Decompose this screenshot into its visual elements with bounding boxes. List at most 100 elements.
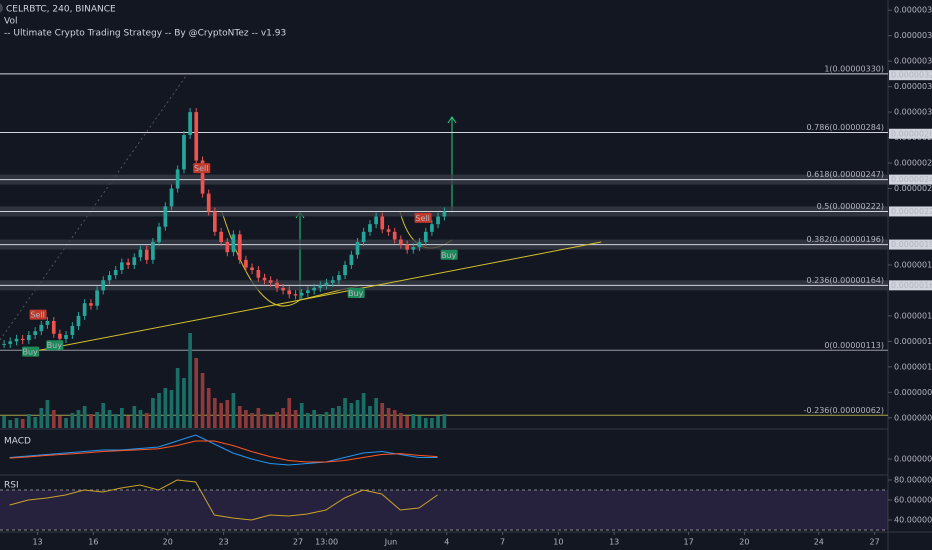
candle-body [386,229,391,232]
price-tag [889,280,932,291]
candle-body [175,169,180,189]
symbol-icon [0,3,3,13]
volume-bar [95,412,99,428]
x-tick-label: Jun [384,538,398,547]
candle-body [45,321,50,325]
volume-bar [355,400,360,428]
fib-label: 0.236(0.00000164) [807,276,885,285]
signal-badge [414,212,432,223]
rsi-line [9,479,438,521]
candle-body [14,338,19,342]
macd-tick-label: 0.00000000 [894,455,932,464]
candle-body [380,216,385,230]
volume-bar [231,393,236,428]
y-tick-label: 0.00000060 [894,413,932,422]
volume-bar [20,419,25,428]
volume-bar [250,413,254,428]
volume-bar [82,406,87,428]
price-tag-label: 0.00000283 [891,129,932,138]
candle-body [262,277,267,281]
volume-bar [14,418,19,428]
candle-body [299,292,304,296]
signal-label: Buy [22,348,38,357]
volume-bar [169,390,174,428]
candle-body [95,290,99,306]
candle-body [70,326,75,336]
candle-body [51,321,56,334]
candle-body [119,262,124,271]
volume-bar [126,416,131,428]
x-tick-label: 4 [444,538,449,547]
signal-badge [46,340,64,351]
volume-bar [89,414,93,428]
candle-body [417,242,422,248]
y-tick-label: 0.00000340 [894,57,932,66]
candle-body [144,249,149,260]
volume-bar [188,333,192,428]
price-tag-label: 0.00000164 [891,281,932,290]
candle-body [244,259,248,268]
volume-bar [436,416,440,428]
signal-label: Buy [441,251,457,260]
volume-bar [45,400,50,428]
volume-bar [8,420,13,428]
volume-bar [219,403,224,428]
volume-bar [386,408,391,428]
candle-body [318,285,323,288]
candle-body [399,239,403,245]
x-tick-label: 16 [88,538,98,547]
candle-body [163,206,168,227]
candle-body [58,333,62,339]
candle-body [169,188,174,207]
candle-body [138,249,143,258]
macd-line [9,434,438,466]
candle-body [405,244,410,250]
candle-body [200,160,205,194]
x-tick-label: 13:00 [315,538,338,547]
candle-body [157,226,161,243]
trendline [39,241,602,351]
candle-body [219,231,224,243]
volume-bar [119,408,124,428]
candle-body [281,287,285,291]
x-tick-label: 27 [293,538,303,547]
volume-bar [144,413,149,428]
candle-body [250,267,254,271]
candle-body [188,112,192,136]
volume-bar [39,408,44,428]
y-tick-label: 0.00000180 [894,260,932,269]
y-tick-label: 0.00000300 [894,108,932,117]
volume-bar [225,400,230,428]
fib-label: 0.786(0.00000284) [807,123,885,132]
candle-body [442,211,447,217]
volume-bar [175,368,180,428]
candle-body [337,275,341,281]
volume-bar [182,378,186,428]
symbol-title: CELRBTC, 240, BINANCE [6,5,116,15]
volume-bar [392,410,397,428]
price-tag-label: 0.00000222 [891,207,932,216]
x-tick-label: 17 [684,538,694,547]
volume-label: Vol [4,17,17,27]
x-tick-label: 13 [32,538,42,547]
x-tick-label: 20 [739,538,749,547]
candle-body [39,324,44,332]
volume-bar [368,406,372,428]
signal-badge [440,249,458,260]
candle-body [430,224,434,232]
candle-body [107,275,112,281]
x-tick-label: 13 [609,538,619,547]
candle-body [126,262,131,265]
candle-body [64,335,68,339]
x-tick-label: 24 [814,538,824,547]
candle-body [151,242,155,260]
candle-body [225,242,230,253]
macd-label: MACD [4,437,31,447]
candle-body [26,335,31,341]
candle-body [436,216,440,225]
candle-body [8,341,13,344]
